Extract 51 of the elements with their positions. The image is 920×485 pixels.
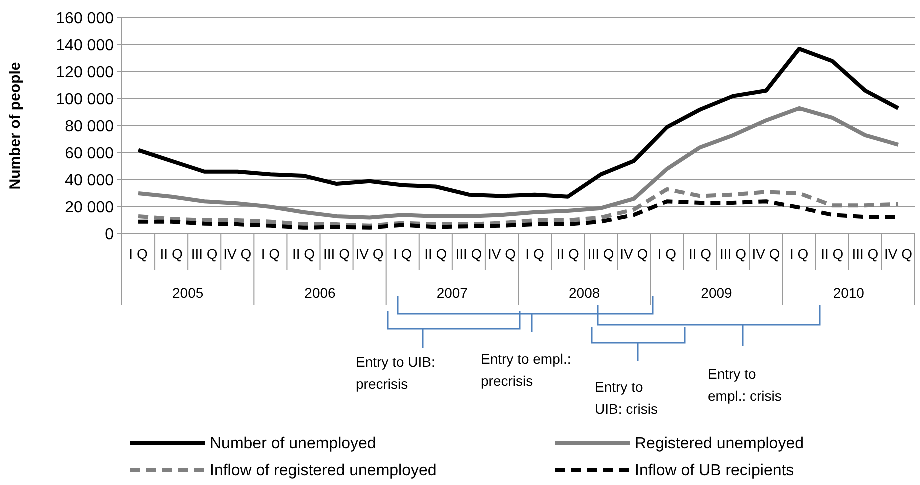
text: 2010	[833, 285, 865, 301]
text: 2008	[569, 285, 600, 301]
x-tick-label: I Q	[526, 246, 544, 262]
y-tick-label: 60 000	[65, 146, 114, 163]
text: 2005	[172, 285, 204, 301]
x-tick-label: I Q	[129, 246, 148, 262]
text: Entry to empl.: crisis	[708, 366, 782, 404]
y-tick-label: 40 000	[65, 172, 114, 190]
legend-label: Inflow of registered unemployed	[210, 462, 437, 480]
x-tick-label: I Q	[394, 246, 412, 262]
x-tick-label: I Q	[790, 246, 809, 262]
text: 2006	[304, 285, 336, 301]
x-tick-label: III Q	[852, 246, 879, 262]
text: Entry to empl.: precrisis	[481, 351, 572, 389]
legend-label: Inflow of UB recipients	[635, 462, 794, 480]
x-tick-label: IV Q	[224, 246, 252, 262]
x-tick-label: III Q	[720, 246, 747, 262]
x-tick-label: IV Q	[884, 246, 913, 262]
line-series	[136, 187, 900, 228]
x-tick-label: I Q	[658, 246, 677, 262]
x-tick-label: III Q	[456, 246, 482, 262]
y-tick-label: 100 000	[56, 92, 114, 109]
x-tick-label: III Q	[588, 246, 614, 262]
y-axis-title: Number of people	[7, 62, 24, 190]
legend-label: Number of unemployed	[210, 436, 376, 453]
x-tick-label: II Q	[160, 246, 183, 262]
y-tick-label: 160 000	[56, 10, 114, 28]
x-tick-label: II Q	[821, 246, 844, 262]
x-tick-label: II Q	[688, 246, 712, 262]
x-tick-label: II Q	[424, 246, 448, 262]
y-tick-label: 80 000	[65, 118, 114, 136]
y-tick-label: 0	[105, 226, 114, 244]
text: Entry to UIB: precrisis	[356, 354, 436, 392]
x-tick-label: IV Q	[752, 246, 780, 262]
x-tick-label: II Q	[292, 246, 316, 262]
x-tick-label: III Q	[191, 246, 218, 262]
x-tick-label: IV Q	[620, 246, 648, 262]
y-tick-label: 20 000	[65, 200, 114, 217]
x-tick-label: IV Q	[488, 246, 516, 262]
x-tick-label: II Q	[556, 246, 580, 262]
x-tick-label: III Q	[324, 246, 350, 262]
y-tick-label: 140 000	[56, 38, 114, 55]
line-series	[136, 47, 900, 199]
x-tick-label: I Q	[261, 246, 280, 262]
text: 2009	[701, 285, 733, 301]
x-tick-label: IV Q	[356, 246, 384, 262]
text: Entry to UIB: crisis	[595, 379, 658, 417]
legend-label: Registered unemployed	[635, 436, 804, 453]
text: 2007	[436, 285, 468, 301]
line-series	[136, 106, 900, 220]
y-tick-label: 120 000	[56, 64, 114, 82]
